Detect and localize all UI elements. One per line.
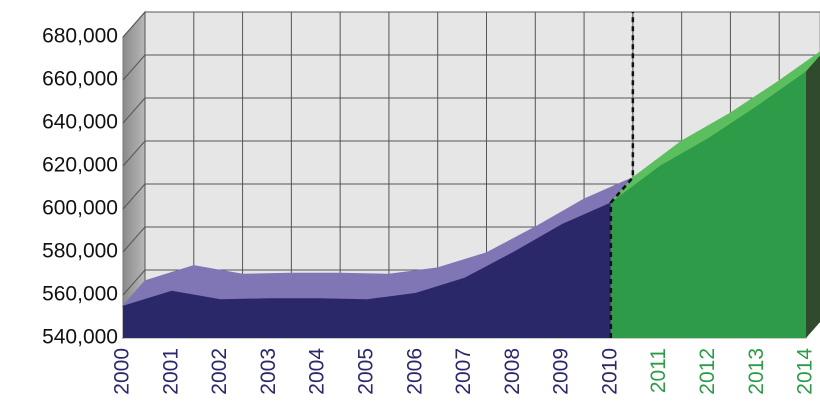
y-tick-label: 680,000 [42, 25, 118, 48]
y-tick-label: 620,000 [42, 154, 118, 177]
x-tick-label: 2001 [159, 348, 182, 395]
x-tick-label: 2011 [647, 348, 670, 393]
x-tick-label: 2005 [354, 348, 377, 395]
forecast-divider [609, 12, 635, 338]
grid-line [122, 226, 146, 253]
x-tick-label: 2010 [598, 348, 621, 395]
grid-line [122, 97, 146, 124]
grid-line [122, 183, 146, 210]
y-tick-label: 640,000 [42, 111, 118, 134]
grid-line [122, 269, 146, 296]
area [610, 71, 806, 339]
y-tick-label: 660,000 [42, 68, 118, 91]
grid-line [122, 54, 146, 81]
y-tick-label: 600,000 [42, 197, 118, 220]
y-tick-label: 540,000 [42, 326, 118, 349]
x-tick-label: 2014 [794, 348, 817, 395]
y-tick-label: 580,000 [42, 240, 118, 263]
x-tick-label: 2002 [208, 348, 231, 395]
x-tick-label: 2003 [257, 348, 280, 395]
grid-line [122, 11, 146, 38]
x-tick-label: 2006 [403, 348, 426, 395]
x-tick-label: 2012 [696, 348, 719, 395]
area [123, 202, 611, 338]
x-tick-label: 2009 [550, 348, 573, 395]
y-tick-label: 560,000 [42, 283, 118, 306]
grid-line [122, 140, 146, 167]
x-tick-label: 2007 [452, 348, 475, 395]
x-tick-label: 2004 [306, 348, 329, 395]
area-side [806, 55, 820, 338]
x-tick-label: 2000 [111, 348, 134, 395]
x-tick-label: 2008 [501, 348, 524, 395]
x-tick-label: 2013 [745, 348, 768, 395]
